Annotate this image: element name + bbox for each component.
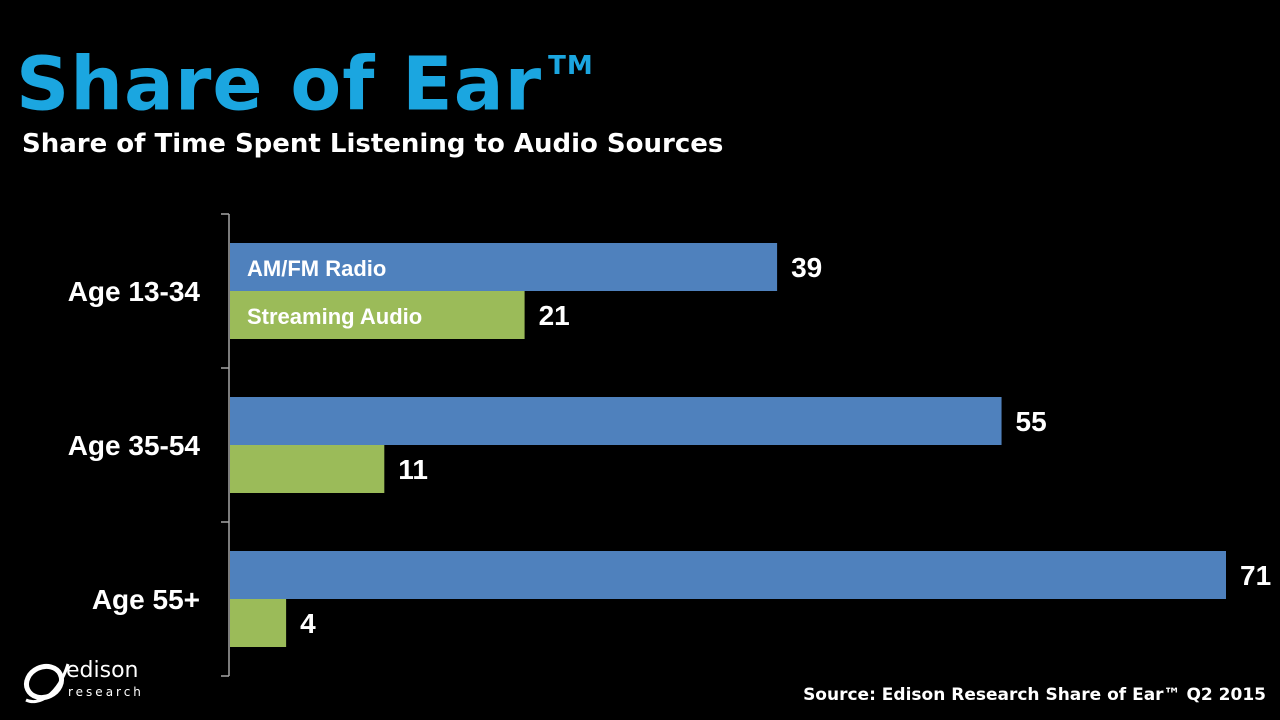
- data-label: 21: [539, 300, 570, 331]
- bar-streaming-audio: [230, 445, 385, 493]
- axis-layer: [221, 213, 230, 677]
- series-label: Streaming Audio: [247, 304, 422, 329]
- bar-streaming-audio: [230, 291, 525, 339]
- bar-am-fm-radio: [230, 397, 1002, 445]
- source-note: Source: Edison Research Share of Ear™ Q2…: [803, 685, 1266, 705]
- title-text: Share of Ear: [16, 41, 543, 128]
- chart-subtitle: Share of Time Spent Listening to Audio S…: [22, 129, 724, 159]
- data-label: 4: [300, 608, 316, 639]
- category-label: Age 55+: [92, 584, 200, 615]
- data-label: 55: [1016, 406, 1047, 437]
- data-label: 11: [398, 454, 428, 485]
- data-label: 71: [1240, 560, 1271, 591]
- trademark-mark: TM: [548, 51, 594, 81]
- bar-streaming-audio: [230, 599, 287, 647]
- bar-am-fm-radio: [230, 243, 778, 291]
- bars-layer: [230, 243, 1226, 647]
- data-label: 39: [791, 252, 822, 283]
- labels-layer: Age 13-34 39 AM/FM Radio 21 Streaming Audio A…: [68, 252, 1271, 639]
- page-title: Share of Ear TM: [16, 28, 594, 133]
- category-label: Age 13-34: [68, 276, 201, 307]
- bar-am-fm-radio: [230, 551, 1226, 599]
- edison-logo-mark: [23, 663, 70, 704]
- edison-logo: edison research: [18, 656, 158, 712]
- logo-wordmark: edison: [66, 658, 139, 683]
- series-label: AM/FM Radio: [247, 256, 386, 281]
- logo-subtext: research: [68, 685, 144, 699]
- category-label: Age 35-54: [68, 430, 201, 461]
